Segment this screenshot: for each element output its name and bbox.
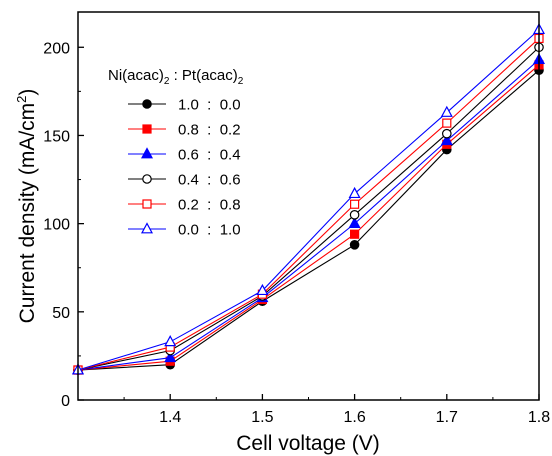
- ticks-layer: 1.4 1.5 1.6 1.7 1.8 0 50 100 150 200: [43, 40, 550, 426]
- legend-entry: 0.8 : 0.2: [128, 122, 241, 139]
- data-point: [441, 128, 452, 139]
- data-point: [349, 210, 360, 220]
- series-line: [77, 69, 540, 371]
- x-tick-label: 1.8: [528, 409, 550, 426]
- y-tick-label: 200: [43, 40, 70, 57]
- legend-label: 0.8 : 0.2: [178, 122, 241, 139]
- legend-entry: 0.4 : 0.6: [128, 172, 241, 189]
- data-point: [350, 199, 360, 209]
- data-point: [348, 186, 361, 199]
- series-layer: [71, 22, 546, 375]
- data-point: [164, 335, 177, 347]
- legend-entry: 0.0 : 1.0: [128, 222, 241, 239]
- legend-marker: [142, 174, 152, 184]
- legend-label: 0.2 : 0.8: [178, 197, 241, 214]
- x-tick-label: 1.5: [251, 409, 273, 426]
- series-line: [77, 64, 540, 371]
- data-point: [164, 350, 177, 363]
- series-line: [77, 38, 540, 371]
- legend-marker: [142, 199, 152, 209]
- series-line: [77, 46, 540, 371]
- y-tick-label: 50: [52, 305, 70, 322]
- legend-label: 0.6 : 0.4: [178, 147, 241, 164]
- legend-label: 1.0 : 0.0: [178, 97, 241, 114]
- x-tick-label: 1.7: [436, 409, 458, 426]
- data-point: [256, 283, 269, 296]
- x-tick-label: 1.6: [343, 409, 365, 426]
- y-tick-label: 150: [43, 128, 70, 145]
- legend-marker: [142, 99, 152, 109]
- data-point: [350, 229, 360, 239]
- legend-marker: [140, 147, 154, 159]
- legend: 1.0 : 0.0 0.8 : 0.2 0.6 : 0.4 0.4 : 0.6 0.2 …: [128, 97, 241, 239]
- data-point: [349, 240, 360, 250]
- x-axis-label: Cell voltage (V): [236, 432, 380, 455]
- legend-label: 0.0 : 1.0: [178, 222, 241, 239]
- series-line: [77, 29, 540, 371]
- data-point: [348, 216, 361, 229]
- x-tick-label: 1.4: [159, 409, 181, 426]
- y-tick-label: 0: [61, 393, 70, 410]
- legend-entry: 1.0 : 0.0: [128, 97, 241, 114]
- legend-title: Ni(acac)2 : Pt(acac)2: [108, 67, 244, 87]
- legend-entry: 0.6 : 0.4: [128, 147, 241, 164]
- series-line: [77, 59, 540, 371]
- y-tick-label: 100: [43, 217, 70, 234]
- legend-marker: [140, 222, 154, 234]
- legend-marker: [142, 124, 152, 134]
- data-point: [440, 105, 453, 117]
- legend-entry: 0.2 : 0.8: [128, 197, 241, 214]
- data-point: [442, 118, 452, 128]
- data-point: [440, 133, 453, 146]
- y-axis-label: Current density (mA/cm2): [14, 89, 39, 324]
- legend-label: 0.4 : 0.6: [178, 172, 241, 189]
